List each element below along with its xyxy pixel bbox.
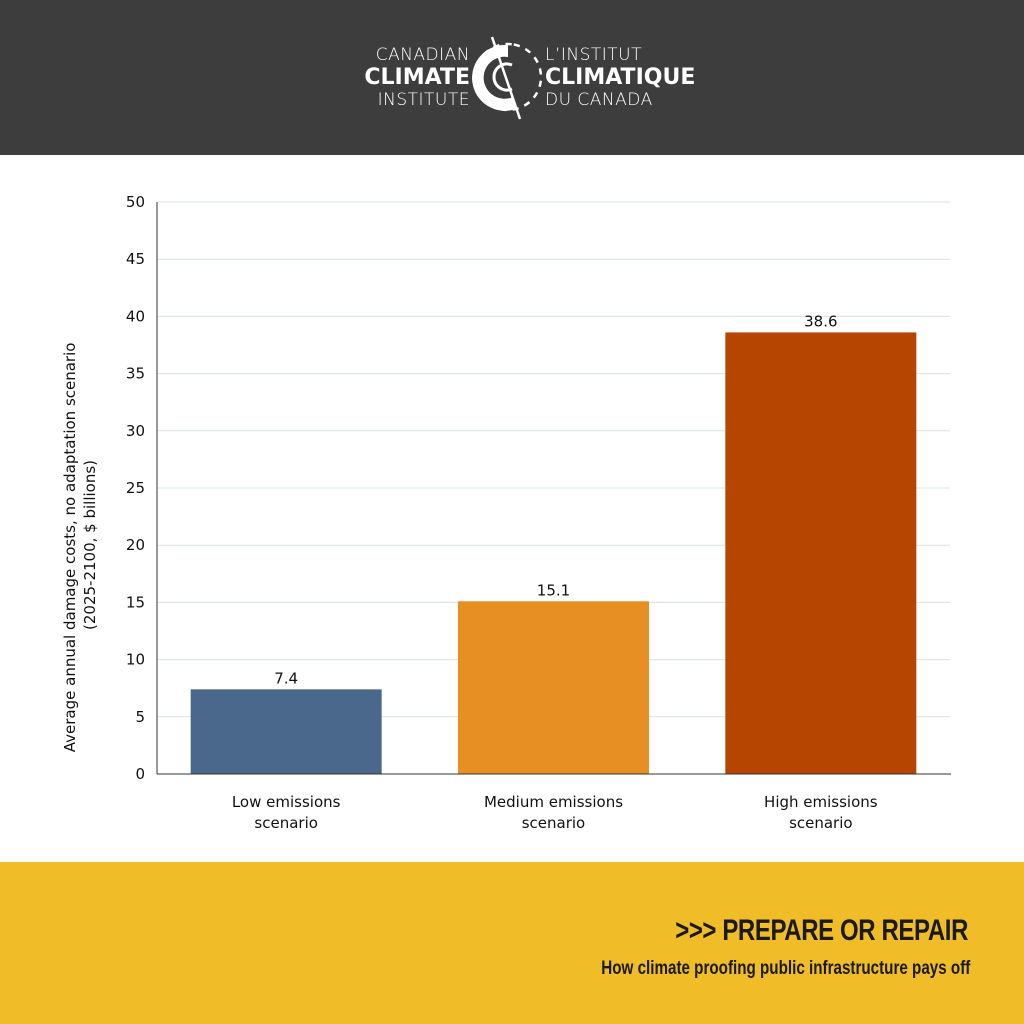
logo-text: CLIMATE [364, 65, 470, 90]
y-tick-label: 45 [126, 250, 145, 268]
y-tick-label: 35 [126, 365, 145, 383]
x-tick-label: scenario [254, 814, 318, 832]
x-tick-label: scenario [522, 814, 586, 832]
logo-text: CANADIAN [375, 45, 470, 65]
bars: 7.4 15.1 38.6 [190, 312, 917, 774]
y-tick-label: 5 [135, 708, 145, 726]
logo-text: DU CANADA [545, 90, 653, 110]
header-banner: CANADIAN CLIMATE INSTITUTE L’INSTITUT CL… [0, 0, 1024, 155]
bar [458, 601, 649, 774]
footer-subtitle: How climate proofing public infrastructu… [600, 958, 970, 979]
bar-chart: 0 5 10 15 20 25 30 35 40 45 50 7.4 15.1 38.6 Low emi… [61, 193, 951, 832]
logo-text: L’INSTITUT [545, 45, 643, 65]
y-tick-label: 50 [126, 193, 145, 211]
svg-text:Average annual damage costs, n: Average annual damage costs, no adaptati… [61, 338, 99, 752]
y-tick-label: 0 [135, 765, 145, 783]
bar [190, 689, 382, 774]
data-label: 15.1 [537, 581, 570, 599]
x-axis-labels: Low emissions scenario Medium emissions sce… [232, 793, 878, 832]
x-tick-label: Medium emissions [484, 793, 623, 811]
logo-text: INSTITUTE [377, 90, 470, 110]
data-label: 38.6 [804, 312, 837, 330]
x-tick-label: Low emissions [232, 793, 341, 811]
y-tick-label: 30 [126, 422, 145, 440]
y-axis-label: Average annual damage costs, no adaptati… [61, 343, 79, 753]
y-axis-label: (2025-2100, $ billions) [81, 460, 99, 630]
y-tick-label: 15 [126, 593, 145, 611]
x-tick-label: scenario [789, 814, 853, 832]
logo-french: L’INSTITUT CLIMATIQUE DU CANADA [545, 47, 715, 112]
footer-title: >>> PREPARE OR REPAIR [675, 914, 968, 947]
bar [725, 332, 917, 774]
logo-english: CANADIAN CLIMATE INSTITUTE [355, 47, 470, 112]
footer-banner: >>> PREPARE OR REPAIR How climate proofi… [0, 862, 1024, 1024]
y-tick-label: 20 [126, 536, 145, 554]
y-tick-label: 40 [126, 307, 145, 325]
x-tick-label: High emissions [764, 793, 878, 811]
data-label: 7.4 [274, 669, 298, 687]
logo-text: CLIMATIQUE [545, 65, 696, 90]
logo-mark-icon [472, 36, 543, 120]
y-tick-label: 25 [126, 479, 145, 497]
y-axis-ticks: 0 5 10 15 20 25 30 35 40 45 50 [126, 193, 145, 783]
y-tick-label: 10 [126, 651, 145, 669]
